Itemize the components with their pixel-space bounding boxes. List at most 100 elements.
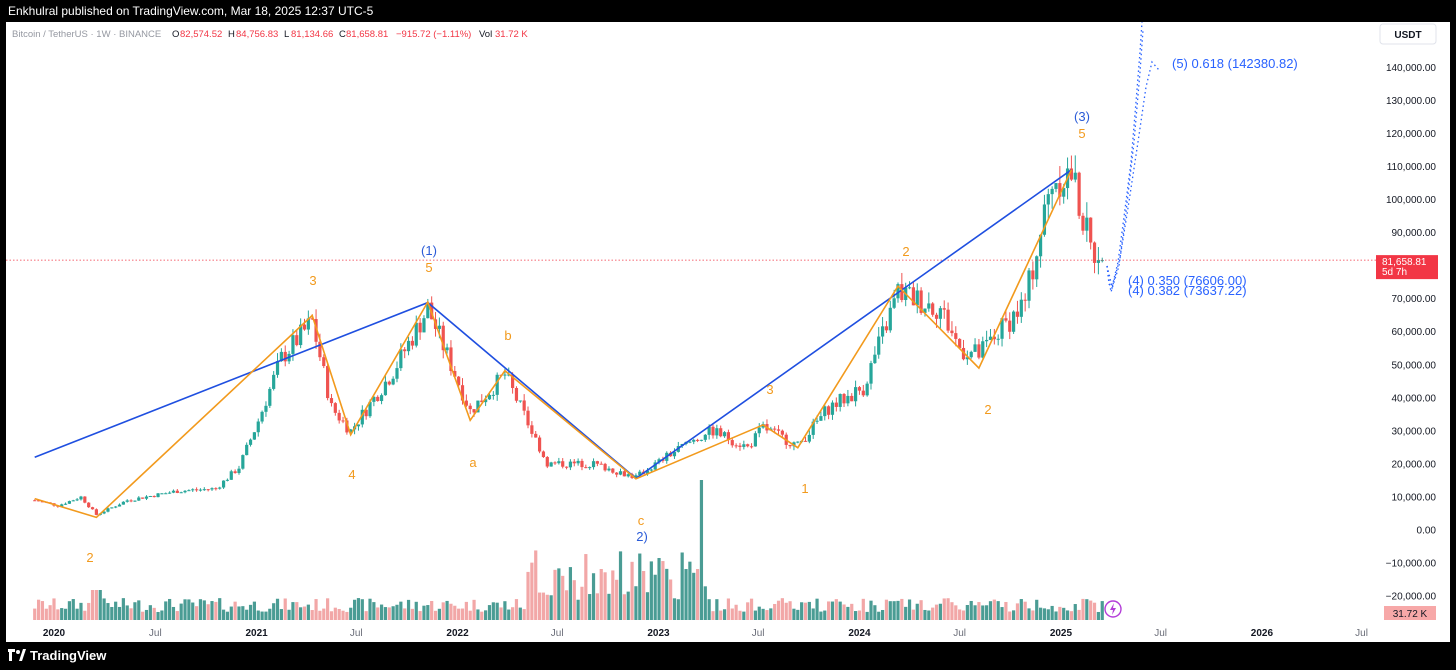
- volume-bar: [985, 605, 989, 620]
- candle-body: [549, 462, 553, 467]
- volume-bar: [379, 604, 384, 620]
- candle-body: [387, 381, 391, 385]
- volume-badge-value: 31.72 K: [1393, 609, 1428, 620]
- candle-body: [715, 428, 719, 436]
- candle-body: [302, 324, 307, 330]
- volume-bar: [607, 593, 611, 620]
- candle-body: [1073, 172, 1077, 180]
- volume-bar: [430, 600, 434, 620]
- volume-bar: [626, 591, 630, 620]
- volume-bar: [1054, 611, 1058, 620]
- volume-bar: [688, 561, 692, 620]
- change-value: −915.72 (−1.11%): [396, 29, 471, 40]
- volume-bar: [530, 562, 534, 620]
- volume-bar: [645, 592, 650, 620]
- candle-body: [996, 338, 1000, 340]
- candle-body: [202, 489, 206, 491]
- candle-body: [942, 308, 946, 310]
- candle-body: [291, 335, 295, 354]
- volume-bar: [553, 569, 557, 620]
- wave-label-c: c: [638, 513, 645, 528]
- volume-bar: [260, 611, 264, 620]
- volume-bar: [1008, 611, 1012, 620]
- wave-label-minor-5a: 5: [425, 260, 432, 275]
- candle-body: [468, 405, 472, 410]
- candle-body: [776, 429, 781, 431]
- volume-bar: [125, 605, 129, 620]
- volume-bar: [537, 592, 542, 620]
- candle-body: [445, 347, 449, 351]
- candle-body: [329, 398, 334, 404]
- time-tick-label: Jul: [350, 628, 363, 639]
- candle-body: [595, 461, 599, 464]
- chart-area[interactable]: Bitcoin / TetherUS · 1W · BINANCE O 82,5…: [6, 21, 1450, 642]
- volume-bar: [595, 593, 599, 620]
- volume-bar: [669, 579, 673, 620]
- candle-body: [383, 381, 388, 396]
- volume-bar: [460, 608, 465, 620]
- price-tick-label: 90,000.00: [1392, 228, 1437, 239]
- volume-bar: [241, 606, 245, 620]
- candle-body: [880, 326, 885, 337]
- volume-bar: [522, 609, 526, 620]
- volume-bar: [1042, 608, 1047, 620]
- candle-body: [958, 338, 962, 348]
- volume-bar: [503, 601, 507, 620]
- candle-body: [1081, 215, 1085, 231]
- candle-body: [865, 383, 869, 396]
- candle-body: [934, 314, 939, 319]
- time-axis[interactable]: 2020 Jul 2021 Jul 2022 Jul 2023 Jul 2024 Jul 2025 J…: [43, 628, 1368, 639]
- candle-body: [322, 357, 326, 367]
- candle-body: [1027, 270, 1031, 301]
- currency-button[interactable]: USDT: [1379, 23, 1437, 45]
- volume-bar: [884, 599, 889, 620]
- candle-body: [106, 508, 110, 512]
- price-tick-label: 10,000.00: [1392, 492, 1437, 503]
- volume-bar: [838, 601, 842, 620]
- candle-body: [611, 468, 615, 473]
- volume-bar: [514, 599, 519, 620]
- volume-bar: [499, 607, 503, 620]
- lightning-icon[interactable]: [1104, 600, 1122, 618]
- candle-body: [615, 472, 619, 475]
- volume-bar: [387, 607, 391, 620]
- volume-bar: [441, 602, 445, 620]
- candle-body: [730, 440, 734, 446]
- volume-bar: [117, 606, 122, 620]
- volume-bar: [965, 605, 969, 620]
- candle-body: [626, 474, 630, 477]
- wave-label-minor-2b: 1: [801, 481, 808, 496]
- open-label: O: [172, 29, 179, 40]
- candle-body: [221, 480, 226, 488]
- volume-bar: [1050, 605, 1054, 620]
- volume-bar: [152, 607, 156, 620]
- open-value: 82,574.52: [180, 29, 222, 40]
- candle-body: [672, 451, 677, 457]
- candle-body: [842, 394, 846, 404]
- volume-bar: [83, 610, 87, 620]
- candle-body: [857, 387, 862, 391]
- candle-body: [907, 287, 912, 289]
- candle-body: [480, 400, 484, 403]
- volume-bar: [695, 569, 700, 620]
- candle-body: [125, 500, 129, 502]
- candle-body: [692, 439, 696, 442]
- wave-label-minor-5b: 5: [1078, 126, 1085, 141]
- volume-bar: [264, 611, 268, 620]
- candle-body: [568, 461, 573, 468]
- wave-label-minor-3a: 3: [309, 273, 316, 288]
- candle-body: [827, 406, 831, 415]
- candle-body: [622, 471, 626, 477]
- volume-bar: [907, 599, 912, 620]
- volume-bar: [329, 611, 334, 620]
- volume-bar: [337, 608, 341, 620]
- price-axis[interactable]: −20,000.00 −10,000.00 0.00 10,000.00 20,000.…: [1386, 63, 1437, 603]
- volume-bar: [834, 599, 838, 620]
- candle-body: [511, 374, 515, 388]
- chart-svg[interactable]: Bitcoin / TetherUS · 1W · BINANCE O 82,5…: [6, 21, 1450, 642]
- volume-bar: [526, 571, 530, 620]
- candle-body: [152, 496, 156, 498]
- volume-bar: [950, 602, 954, 620]
- candle-body: [268, 388, 272, 406]
- volume-bar: [79, 602, 83, 620]
